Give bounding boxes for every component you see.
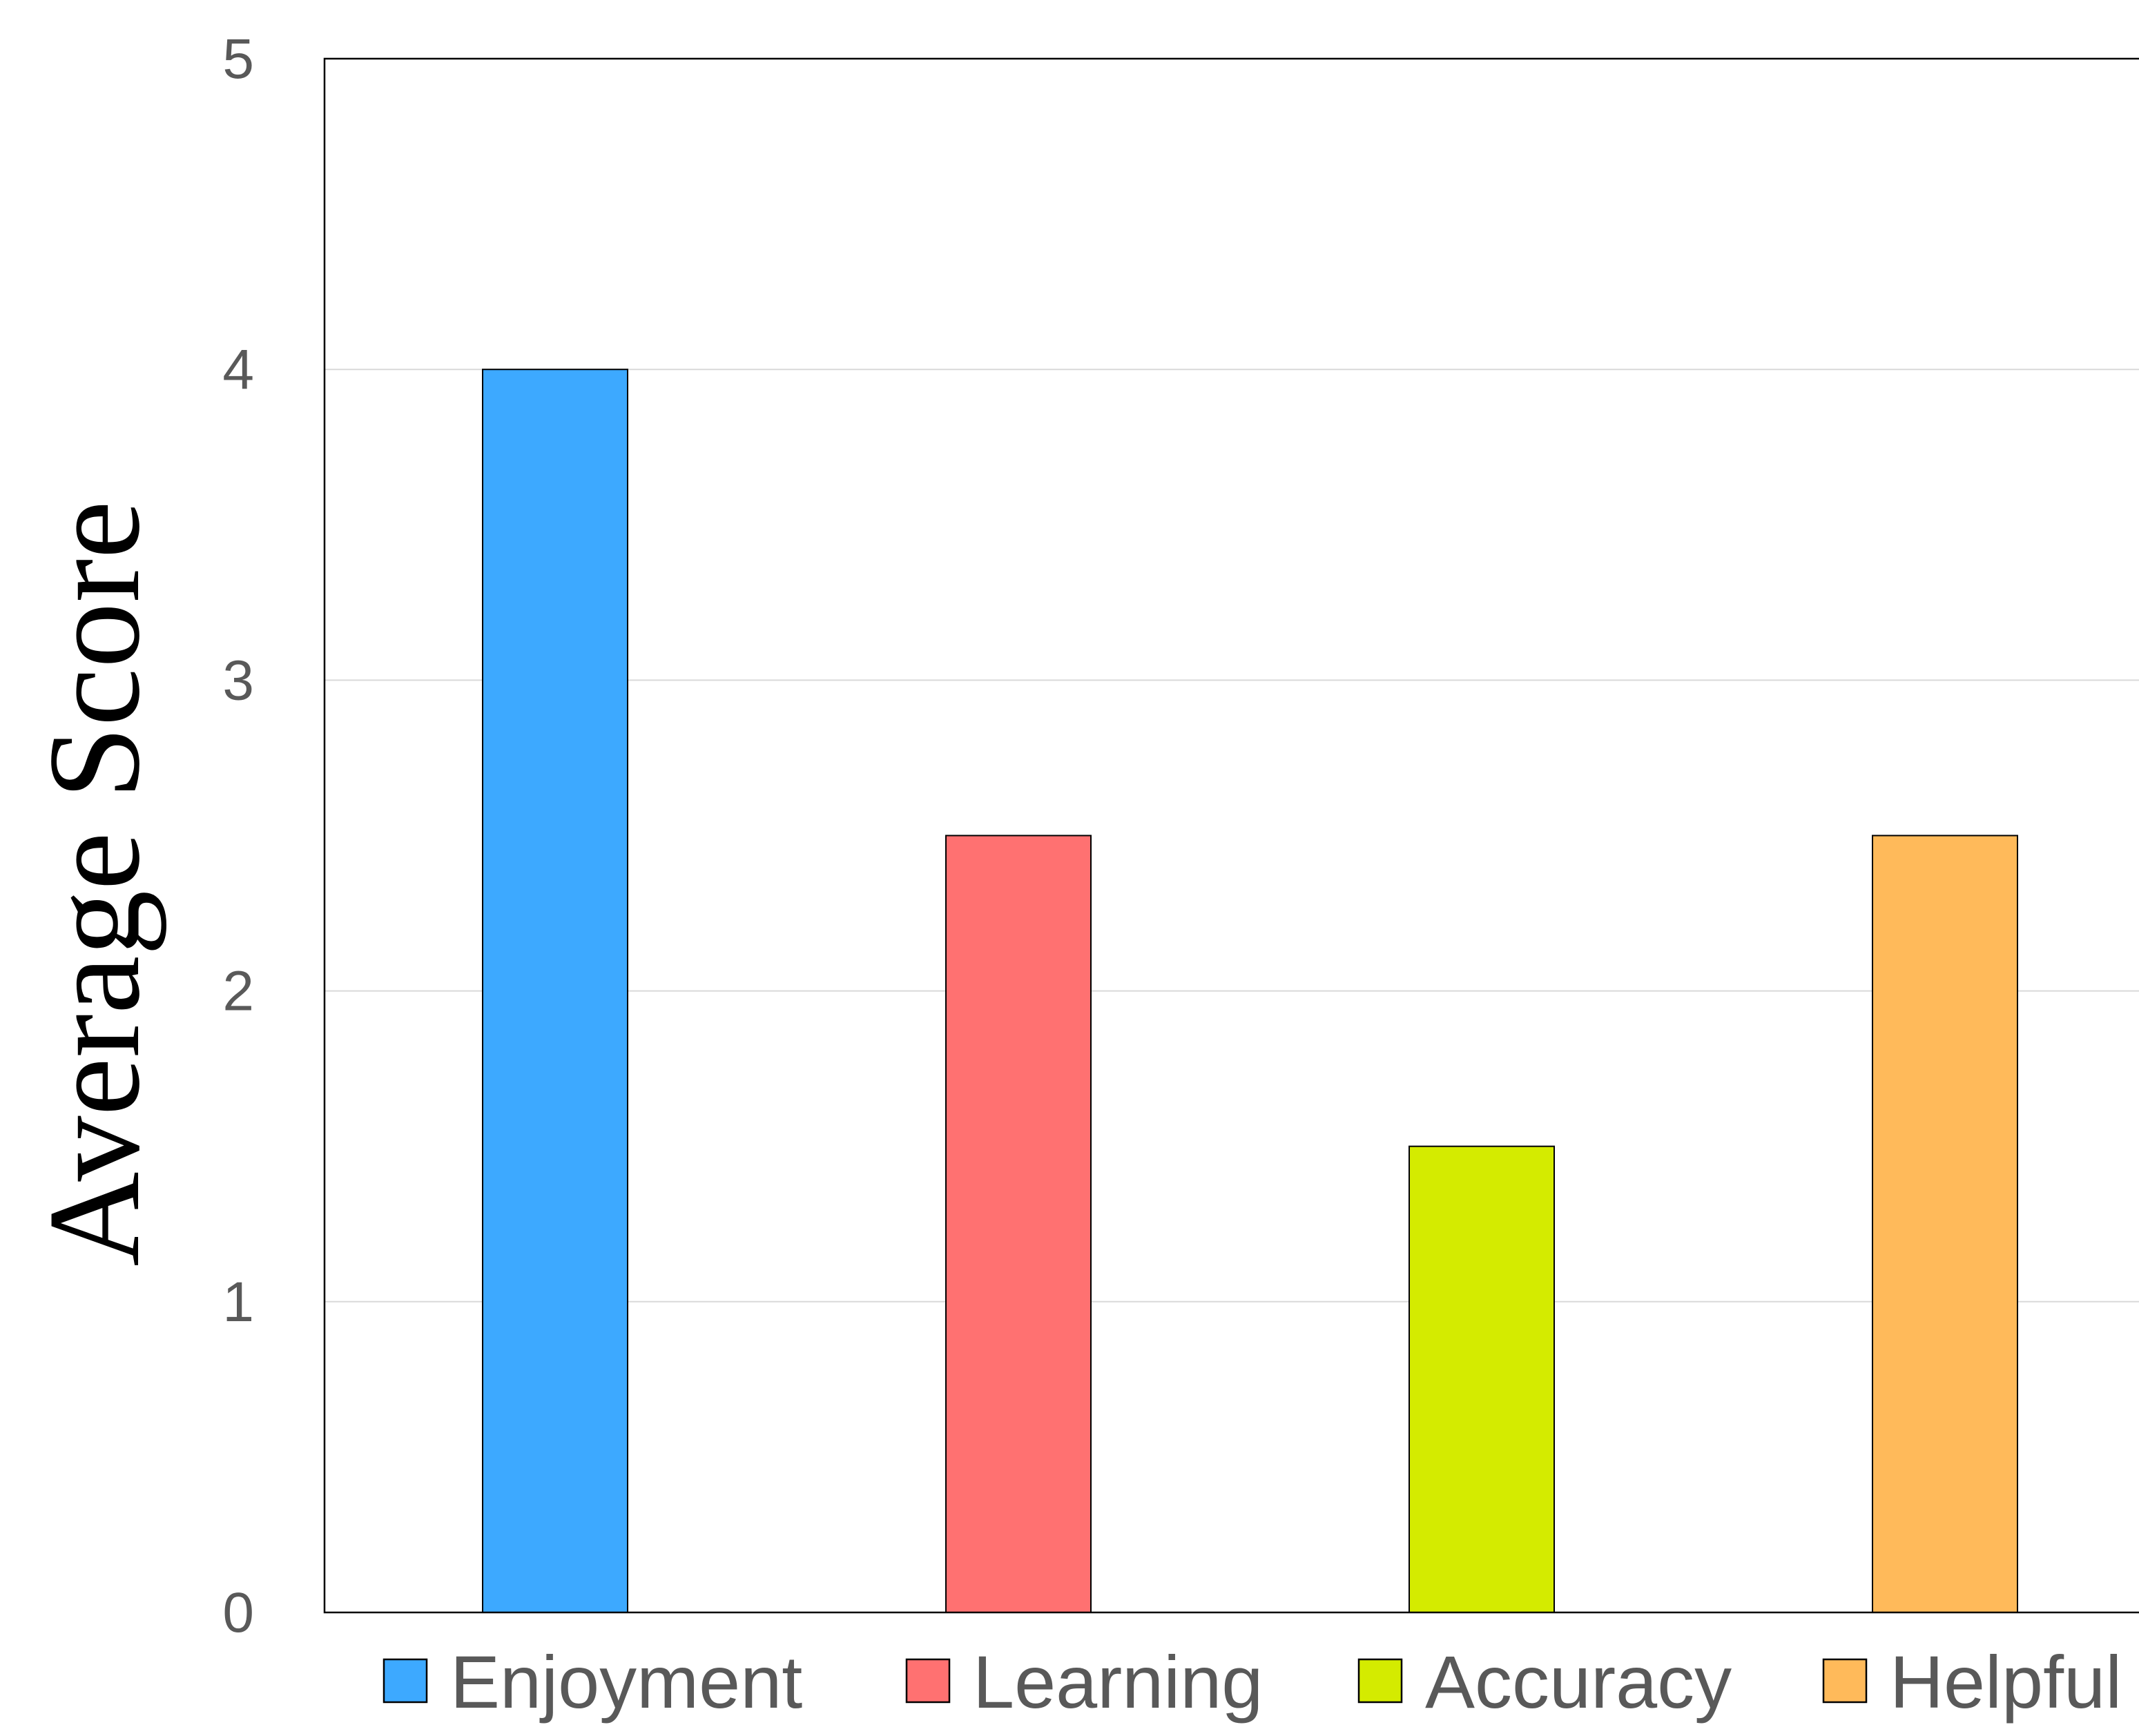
legend-label-accuracy: Accuracy: [1425, 1640, 1732, 1724]
y-tick-label-5: 5: [222, 28, 254, 90]
plot-area-frame: [323, 57, 2139, 1614]
y-tick-label-4: 4: [222, 338, 254, 401]
legend-swatch-accuracy: [1357, 1658, 1403, 1704]
legend-swatch-enjoyment: [383, 1658, 428, 1704]
bars: [482, 369, 2018, 1614]
bar-helpful: [1872, 835, 2018, 1613]
legend-swatch-helpful: [1822, 1658, 1868, 1704]
legend-label-learning: Learning: [973, 1640, 1263, 1724]
bar-learning: [945, 835, 1092, 1613]
y-axis-title: Average Score: [22, 500, 167, 1266]
axes: [323, 57, 2139, 1614]
y-tick-label-1: 1: [222, 1271, 254, 1334]
legend: Enjoyment Learning Accuracy Helpful: [383, 1640, 2122, 1724]
bar-enjoyment: [482, 369, 628, 1614]
y-tick-label-0: 0: [222, 1581, 254, 1644]
legend-label-enjoyment: Enjoyment: [450, 1640, 802, 1724]
bar-accuracy: [1409, 1145, 1555, 1613]
y-tick-label-2: 2: [222, 960, 254, 1023]
y-tick-labels: 0 1 2 3 4 5: [222, 28, 254, 1644]
y-tick-label-3: 3: [222, 649, 254, 712]
legend-label-helpful: Helpful: [1890, 1640, 2122, 1724]
legend-swatch-learning: [905, 1658, 951, 1704]
